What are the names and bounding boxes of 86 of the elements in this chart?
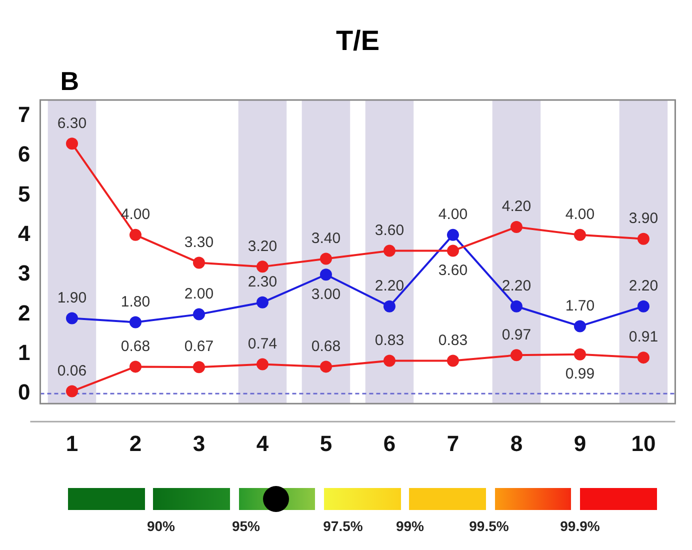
data-label: 1.80 bbox=[120, 293, 150, 310]
point bbox=[510, 300, 522, 312]
data-label: 2.20 bbox=[628, 278, 658, 295]
point bbox=[320, 252, 332, 265]
point bbox=[383, 300, 396, 312]
point bbox=[510, 220, 522, 233]
data-label: 0.91 bbox=[628, 328, 658, 346]
data-label: 0.68 bbox=[120, 338, 150, 355]
point bbox=[256, 358, 268, 370]
point bbox=[192, 361, 205, 374]
data-label: 3.20 bbox=[248, 238, 278, 255]
point bbox=[66, 138, 78, 150]
data-label: 0.67 bbox=[184, 338, 214, 356]
x-tick-label: 5 bbox=[320, 430, 332, 456]
data-label: 3.00 bbox=[311, 286, 341, 303]
point bbox=[192, 308, 205, 320]
point bbox=[637, 352, 650, 364]
data-label: 0.06 bbox=[57, 362, 87, 380]
text: 99.5% bbox=[468, 518, 510, 534]
text: 90% bbox=[146, 518, 176, 534]
y-tick-label: 2 bbox=[18, 300, 30, 326]
point bbox=[383, 244, 396, 257]
data-label: 3.40 bbox=[311, 230, 341, 247]
y-tick-label: 7 bbox=[18, 102, 30, 127]
data-label: 3.60 bbox=[374, 222, 404, 239]
text: 97.5% bbox=[322, 518, 364, 534]
point bbox=[129, 360, 142, 373]
data-label: 4.00 bbox=[438, 206, 468, 224]
data-label: 1.90 bbox=[57, 289, 87, 306]
point bbox=[129, 228, 142, 241]
x-tick-label: 1 bbox=[66, 430, 78, 456]
point bbox=[383, 354, 396, 367]
point bbox=[66, 312, 78, 324]
data-label: 2.00 bbox=[184, 285, 214, 302]
x-tick-label: 8 bbox=[510, 430, 523, 456]
y-tick-label: 4 bbox=[18, 220, 31, 246]
y-tick-label: 1 bbox=[18, 340, 30, 366]
chart-subtitle: B bbox=[60, 66, 80, 96]
x-tick-label: 9 bbox=[574, 430, 586, 456]
point bbox=[129, 316, 142, 328]
point bbox=[574, 228, 586, 241]
data-label: 6.30 bbox=[57, 114, 87, 132]
point bbox=[637, 232, 650, 245]
data-label: 3.90 bbox=[628, 210, 658, 228]
data-label: 2.30 bbox=[248, 274, 278, 291]
point bbox=[66, 385, 78, 398]
point bbox=[574, 348, 586, 360]
text: 99% bbox=[394, 518, 426, 534]
data-label: 0.74 bbox=[248, 335, 278, 352]
data-label: 4.20 bbox=[502, 198, 532, 216]
x-tick-label: 2 bbox=[129, 430, 142, 456]
x-tick-label: 10 bbox=[631, 430, 656, 456]
y-tick-label: 5 bbox=[18, 181, 30, 206]
data-label: 4.00 bbox=[120, 206, 150, 224]
data-label: 3.30 bbox=[184, 234, 214, 251]
point bbox=[446, 228, 459, 241]
text: 99.9% bbox=[559, 518, 601, 534]
data-label: 3.60 bbox=[438, 262, 468, 279]
point bbox=[446, 354, 459, 367]
point bbox=[256, 260, 268, 273]
data-label: 0.99 bbox=[565, 366, 595, 383]
x-tick-label: 3 bbox=[192, 430, 206, 456]
data-label: 0.83 bbox=[374, 332, 404, 349]
point bbox=[192, 256, 205, 269]
point bbox=[510, 349, 522, 362]
data-label: 4.00 bbox=[565, 206, 595, 224]
data-label: 2.20 bbox=[502, 278, 532, 295]
point bbox=[320, 360, 332, 373]
chart-title: T/E bbox=[336, 25, 380, 56]
x-tick-label: 7 bbox=[446, 430, 460, 456]
data-label: 0.97 bbox=[502, 326, 532, 344]
y-tick-label: 0 bbox=[18, 380, 30, 405]
point bbox=[637, 300, 650, 312]
x-tick-label: 6 bbox=[383, 430, 396, 456]
data-label: 2.20 bbox=[374, 278, 404, 295]
y-tick-label: 3 bbox=[18, 260, 30, 286]
data-label: 0.68 bbox=[311, 338, 341, 355]
point bbox=[320, 268, 332, 281]
x-tick-label: 4 bbox=[256, 430, 270, 456]
point bbox=[256, 296, 268, 308]
point bbox=[574, 320, 586, 332]
text: 95% bbox=[230, 518, 262, 534]
data-label: 0.83 bbox=[438, 332, 468, 349]
point bbox=[446, 244, 459, 257]
data-label: 1.70 bbox=[565, 297, 595, 314]
y-tick-label: 6 bbox=[18, 142, 30, 167]
